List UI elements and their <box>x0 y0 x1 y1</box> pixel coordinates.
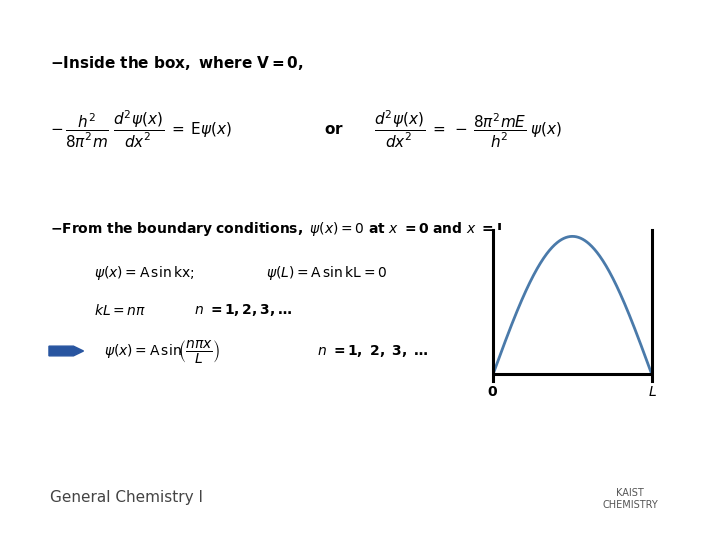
Text: 0: 0 <box>487 385 497 399</box>
Text: $\dfrac{d^2\psi(x)}{dx^2}\;=\;-\,\dfrac{8\pi^2 mE}{h^2}\;\psi(x)$: $\dfrac{d^2\psi(x)}{dx^2}\;=\;-\,\dfrac{… <box>374 109 562 150</box>
Text: KAIST
CHEMISTRY: KAIST CHEMISTRY <box>602 488 658 510</box>
Text: $n\ \mathbf{= 1,\ 2,\ 3,\ \ldots}$: $n\ \mathbf{= 1,\ 2,\ 3,\ \ldots}$ <box>317 343 428 359</box>
FancyArrow shape <box>49 346 84 356</box>
Text: $\mathbf{or}$: $\mathbf{or}$ <box>324 122 344 137</box>
Text: $-\,\dfrac{h^2}{8\pi^2 m}\;\dfrac{d^2\psi(x)}{dx^2}\;=\;\mathrm{E}\psi(x)$: $-\,\dfrac{h^2}{8\pi^2 m}\;\dfrac{d^2\ps… <box>50 109 233 150</box>
Text: General Chemistry I: General Chemistry I <box>50 490 204 505</box>
Text: $L$: $L$ <box>648 385 657 399</box>
Text: $\mathbf{- Inside\ the\ box,\ where\ V = 0,}$: $\mathbf{- Inside\ the\ box,\ where\ V =… <box>50 54 304 72</box>
Text: $\psi(L) = \mathrm{A\,sin\,kL} = 0$: $\psi(L) = \mathrm{A\,sin\,kL} = 0$ <box>266 264 387 282</box>
Text: $\psi(x) = \mathrm{A\,sin}\!\left(\dfrac{n\pi x}{L}\right)$: $\psi(x) = \mathrm{A\,sin}\!\left(\dfrac… <box>104 338 221 364</box>
Text: $\mathbf{- From\ the\ boundary\ conditions,}$$\ \psi(x) = 0\ \mathbf{at}\ x\ \ma: $\mathbf{- From\ the\ boundary\ conditio… <box>50 220 511 239</box>
Text: $\psi(x) = \mathrm{A\,sin\,kx};$: $\psi(x) = \mathrm{A\,sin\,kx};$ <box>94 264 194 282</box>
Text: $kL = n\pi$: $kL = n\pi$ <box>94 303 145 318</box>
Text: $n\ \mathbf{= 1, 2, 3, \ldots}$: $n\ \mathbf{= 1, 2, 3, \ldots}$ <box>194 302 292 319</box>
